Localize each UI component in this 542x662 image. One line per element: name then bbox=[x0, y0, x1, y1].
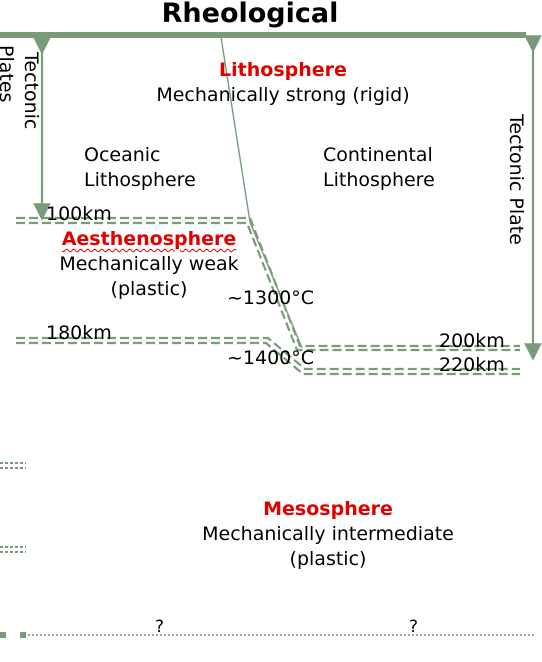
edge-ticks bbox=[0, 462, 26, 553]
surface-line bbox=[0, 32, 526, 38]
temp-1300: ~1300°C bbox=[227, 287, 315, 309]
aesthenosphere-base-line bbox=[16, 336, 520, 376]
unknown-mark-right: ? bbox=[409, 617, 419, 637]
depth-100km: 100km bbox=[46, 203, 112, 225]
oceanic-label: Oceanic Lithosphere bbox=[84, 143, 196, 193]
lithosphere-subtitle: Mechanically strong (rigid) bbox=[156, 84, 410, 106]
depth-220km: 220km bbox=[439, 354, 505, 376]
right-tectonic-plate-label: Tectonic Plate bbox=[505, 114, 527, 245]
oceanic-label-line1: Oceanic bbox=[84, 144, 161, 166]
left-plates-label: Plates bbox=[0, 45, 17, 103]
continental-label-line1: Continental bbox=[323, 144, 433, 166]
diagram-title: Rheological bbox=[161, 0, 339, 29]
depth-180km: 180km bbox=[46, 322, 112, 344]
mesosphere-block: Mesosphere Mechanically intermediate (pl… bbox=[202, 497, 454, 572]
oceanic-label-line2: Lithosphere bbox=[84, 169, 196, 191]
temp-1400: ~1400°C bbox=[227, 347, 315, 369]
aesthenosphere-block: Aesthenosphere Mechanically weak (plasti… bbox=[59, 227, 238, 302]
aesthenosphere-heading: Aesthenosphere bbox=[61, 228, 237, 250]
depth-200km: 200km bbox=[439, 330, 505, 352]
unknown-mark-left: ? bbox=[155, 617, 165, 637]
lithosphere-block: Lithosphere Mechanically strong (rigid) bbox=[156, 58, 409, 108]
lithosphere-heading: Lithosphere bbox=[219, 59, 347, 81]
continental-label: Continental Lithosphere bbox=[323, 143, 435, 193]
lower-mantle-line bbox=[0, 632, 534, 638]
mesosphere-heading: Mesosphere bbox=[263, 498, 393, 520]
aesthenosphere-line1: Mechanically weak bbox=[59, 253, 239, 275]
aesthenosphere-line2: (plastic) bbox=[110, 278, 188, 300]
continental-label-line2: Lithosphere bbox=[323, 169, 435, 191]
mesosphere-line2: (plastic) bbox=[289, 548, 367, 570]
mesosphere-line1: Mechanically intermediate bbox=[202, 523, 454, 545]
left-tectonic-label: Tectonic bbox=[20, 52, 42, 130]
lithosphere-base-line bbox=[16, 216, 520, 352]
